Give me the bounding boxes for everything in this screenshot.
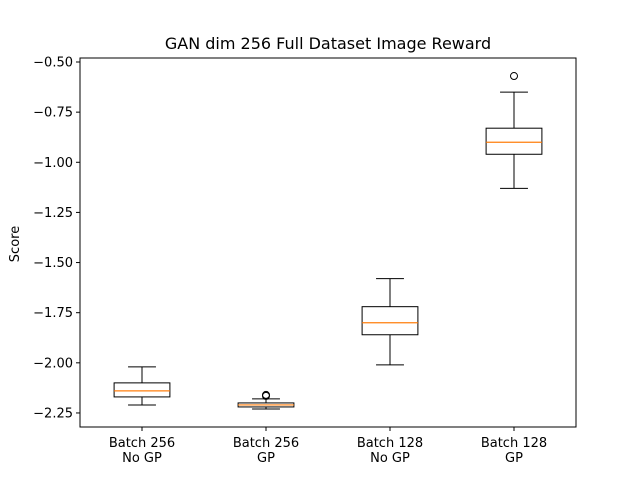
iqr-box	[361, 306, 419, 336]
box-1	[113, 366, 171, 406]
iqr-box	[113, 382, 171, 398]
y-tick-label: −1.75	[33, 306, 73, 321]
x-tick-label-line: Batch 128	[481, 436, 547, 451]
y-tick-label: −0.75	[33, 106, 73, 121]
x-tick-label-line: No GP	[370, 451, 410, 466]
x-tick-label: Batch 128 GP	[481, 436, 547, 466]
x-tick-label-line: GP	[257, 451, 275, 466]
x-tick-label-line: Batch 128	[357, 436, 423, 451]
x-tick-label: Batch 256 No GP	[109, 436, 175, 466]
x-tick-label: Batch 256 GP	[233, 436, 299, 466]
x-tick-label-line: GP	[505, 451, 523, 466]
outlier-point	[262, 391, 270, 400]
x-tick-label-line: Batch 256	[109, 436, 175, 451]
chart-title: GAN dim 256 Full Dataset Image Reward	[165, 34, 491, 53]
y-tick-label: −2.00	[33, 356, 73, 371]
plot-area	[113, 72, 543, 410]
y-tick-label: −1.25	[33, 206, 73, 221]
y-tick-label: −1.50	[33, 256, 73, 271]
y-tick-label: −1.00	[33, 156, 73, 171]
box-4	[485, 72, 543, 189]
plot-frame	[79, 57, 577, 428]
y-tick-label: −0.50	[33, 56, 73, 71]
x-tick-label-line: No GP	[122, 451, 162, 466]
box-2	[237, 390, 295, 410]
x-tick-label-line: Batch 256	[233, 436, 299, 451]
iqr-box	[485, 127, 543, 155]
y-axis: −0.50 −0.75 −1.00 −1.25 −1.50 −1.75 −2.00 −2.25	[33, 56, 80, 421]
box-3	[361, 278, 419, 366]
y-axis-label: Score	[8, 226, 23, 262]
x-tick-label: Batch 128 No GP	[357, 436, 423, 466]
outlier-point	[510, 72, 518, 81]
y-tick-label: −2.25	[33, 406, 73, 421]
